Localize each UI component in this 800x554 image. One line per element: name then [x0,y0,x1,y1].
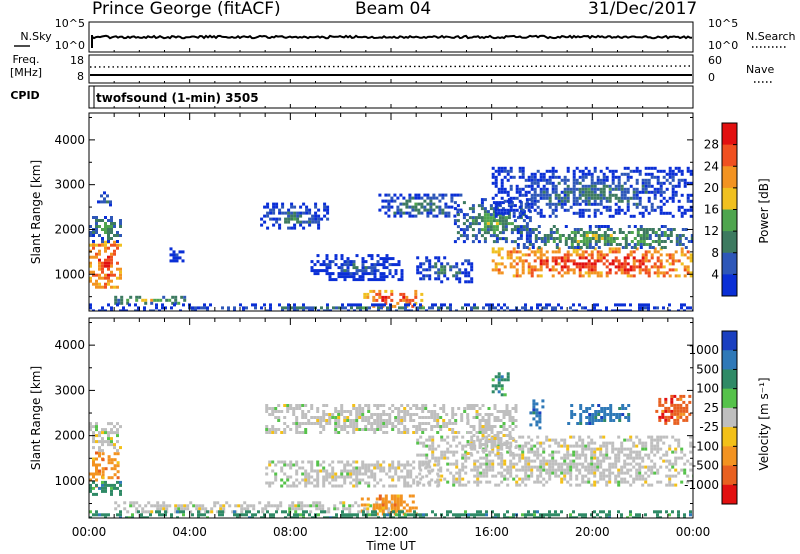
nsky-label: N.Sky [20,30,52,43]
x-tick-6: 00:00 [676,525,711,539]
station-title: Prince George (fitACF) [92,0,281,19]
x-tick-0: 00:00 [72,525,107,539]
power-cbar-tick-2: 20 [704,181,719,195]
nave-tick-bottom: 0 [708,71,715,84]
cpid-text: twofsound (1-min) 3505 [96,91,259,105]
velocity-cbar-tick-0: 1000 [688,343,719,357]
velocity-cbar-tick-7: -1000 [684,478,719,492]
power-cbar-tick-5: 8 [711,246,719,260]
velocity-cbar-swatch-8 [722,484,737,505]
power-cbar-swatch-0 [722,123,737,146]
cpid-label: CPID [10,89,39,102]
velocity-cbar-tick-6: -500 [692,459,719,473]
nsky-tick-top: 10^5 [55,17,85,30]
beam-label: Beam 04 [355,0,432,19]
power-ylabel: Slant Range [km] [29,160,43,264]
velocity-ytick-2000: 2000 [54,429,85,443]
power-cbar-swatch-5 [722,231,737,254]
power-cbar-swatch-6 [722,252,737,275]
velocity-colorbar: 1000 500 100 25 -25 -100 -500 -1000 [684,330,738,505]
power-cbar-swatch-3 [722,187,737,210]
velocity-cbar-tick-2: 100 [696,382,719,396]
power-colorbar: 28 24 20 16 12 8 4 [704,122,738,297]
velocity-cbar-swatch-7 [722,465,737,486]
velocity-cbar-swatch-5 [722,427,737,447]
velocity-ytick-1000: 1000 [54,474,85,488]
power-cbar-swatch-7 [722,274,737,297]
power-panel: 4000 3000 2000 1000 [54,112,694,312]
velocity-cbar-swatch-1 [722,350,737,370]
power-cbar-tick-4: 12 [704,224,719,238]
power-ytick-2000: 2000 [54,222,85,236]
freq-unit-label: [MHz] [10,66,42,79]
nsearch-label: N.Search [746,30,796,43]
velocity-ytick-3000: 3000 [54,383,85,397]
x-tick-2: 08:00 [273,525,308,539]
power-cbar-swatch-4 [722,209,737,232]
time-axis: 00:00 04:00 08:00 12:00 16:00 20:00 00:00 [72,48,711,539]
x-tick-1: 04:00 [172,525,207,539]
power-ytick-1000: 1000 [54,267,85,281]
velocity-cbar-tick-5: -100 [692,439,719,453]
power-ytick-4000: 4000 [54,133,85,147]
velocity-cbar-swatch-2 [722,369,737,390]
nave-label: Nave [746,63,774,76]
velocity-ytick-4000: 4000 [54,338,85,352]
power-cbar-swatch-1 [722,144,737,167]
velocity-panel: 4000 3000 2000 1000 [54,317,694,519]
nsearch-tick-top: 10^5 [708,17,738,30]
freq-tick-top: 18 [70,54,84,67]
velocity-cbar-swatch-6 [722,446,737,467]
nave-tick-top: 60 [708,54,722,67]
freq-tick-bottom: 8 [77,70,84,83]
velocity-cbar-swatch-4 [722,407,737,428]
nsky-tick-bottom: 10^0 [55,39,85,52]
velocity-ylabel: Slant Range [km] [29,366,43,470]
power-cbar-label: Power [dB] [757,178,771,243]
velocity-cbar-tick-3: 25 [704,401,719,415]
date-label: 31/Dec/2017 [588,0,698,19]
velocity-cbar-tick-1: 500 [696,362,719,376]
nsearch-tick-bottom: 10^0 [708,39,738,52]
velocity-cbar-tick-4: -25 [699,420,719,434]
freq-label: Freq. [12,53,39,66]
x-axis-label: Time UT [365,539,416,553]
power-cbar-tick-3: 16 [704,203,719,217]
power-cbar-tick-0: 28 [704,138,719,152]
x-tick-4: 16:00 [474,525,509,539]
power-cbar-tick-6: 4 [711,267,719,281]
power-cbar-tick-1: 24 [704,159,719,173]
x-tick-3: 12:00 [374,525,409,539]
power-cbar-swatch-2 [722,166,737,189]
velocity-cbar-swatch-3 [722,388,737,409]
power-ytick-3000: 3000 [54,178,85,192]
freq-panel [88,54,694,84]
x-tick-5: 20:00 [575,525,610,539]
velocity-cbar-swatch-0 [722,331,737,351]
velocity-cbar-label: Velocity [m s⁻¹] [757,377,771,470]
nsky-panel [88,21,694,53]
